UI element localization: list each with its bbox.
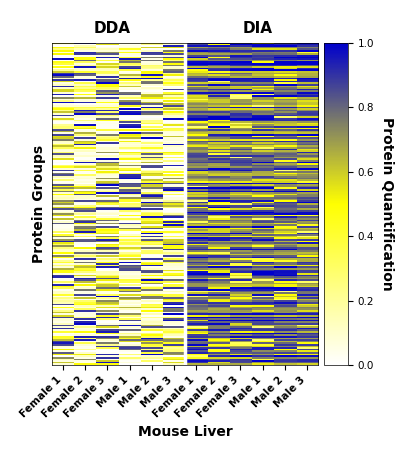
Text: DIA: DIA bbox=[242, 21, 272, 36]
X-axis label: Mouse Liver: Mouse Liver bbox=[138, 425, 232, 439]
Y-axis label: Protein Quantification: Protein Quantification bbox=[380, 117, 394, 291]
Text: DDA: DDA bbox=[94, 21, 131, 36]
Y-axis label: Protein Groups: Protein Groups bbox=[32, 145, 46, 263]
